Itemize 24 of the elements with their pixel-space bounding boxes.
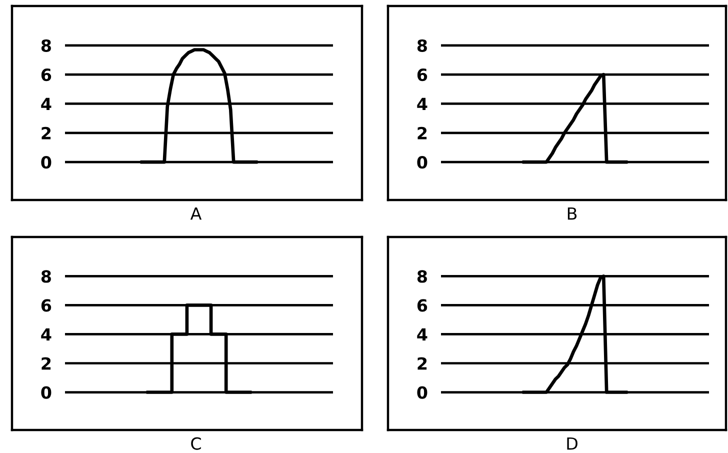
y-tick-label: 6 [417,68,428,82]
y-tick-label: 8 [41,39,51,52]
y-tick-label: 2 [42,357,51,370]
y-tick-label: 4 [41,328,52,341]
y-tick-label: 8 [417,270,427,283]
y-tick-label: 8 [417,39,427,52]
y-tick-label: 6 [41,299,52,312]
y-tick-label: 4 [41,98,52,110]
y-tick-label: 2 [418,357,427,370]
y-tick-label: 0 [41,156,52,169]
y-tick-label: 2 [42,126,51,140]
y-tick-label: 2 [418,126,427,140]
y-tick-label: 4 [417,98,428,110]
x-axis-title: A [190,207,202,220]
x-axis-title: D [567,437,578,450]
y-tick-label: 0 [417,386,428,399]
y-tick-label: 0 [41,386,52,399]
y-tick-label: 4 [417,328,428,341]
y-tick-label: 6 [41,68,52,82]
x-axis-title: C [191,437,201,450]
y-tick-label: 6 [417,299,428,312]
x-axis-title: B [568,207,577,220]
y-tick-label: 8 [41,270,51,283]
y-tick-label: 0 [417,156,428,169]
